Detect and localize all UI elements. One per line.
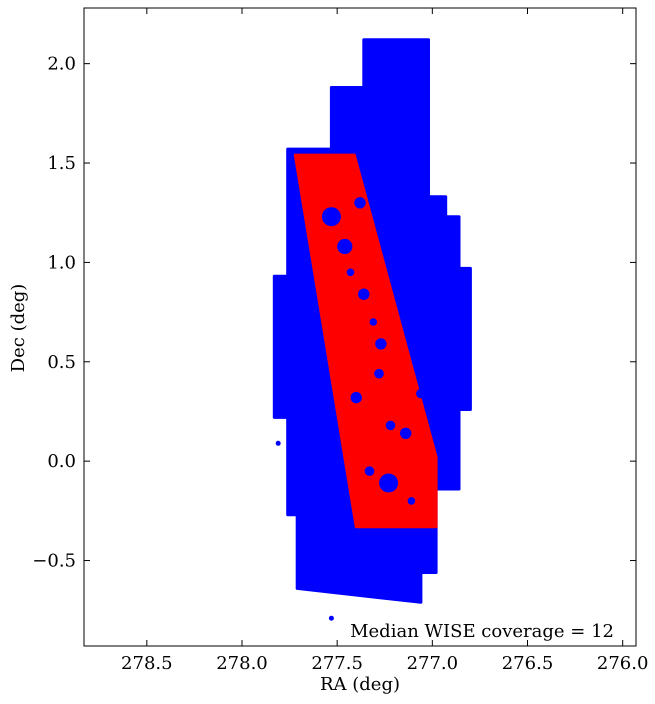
coverage-hole-10 xyxy=(416,388,426,399)
coverage-hole-2 xyxy=(354,197,366,209)
y-tick-label-4: 1.5 xyxy=(47,153,76,174)
y-tick-label-5: 2.0 xyxy=(47,54,76,75)
ticks-layer: 278.5 278.0 277.5 277.0 276.5 276.0 −0.5 0.0 0.5… xyxy=(32,8,648,674)
coverage-hole-6 xyxy=(374,368,384,379)
x-tick-label-2: 277.5 xyxy=(311,653,363,674)
coverage-hole-12 xyxy=(369,318,378,326)
x-tick-label-5: 276.0 xyxy=(597,653,649,674)
plot-frame xyxy=(83,7,637,647)
x-tick-label-3: 277.0 xyxy=(407,653,459,674)
coverage-hole-13 xyxy=(346,268,355,277)
y-tick-label-1: 0.0 xyxy=(47,451,76,472)
x-axis-label: RA (deg) xyxy=(320,674,400,695)
series-0-point-1 xyxy=(328,615,334,621)
coverage-annotation: Median WISE coverage = 12 xyxy=(350,621,614,642)
coverage-hole-5 xyxy=(350,391,362,404)
y-axis-label: Dec (deg) xyxy=(8,284,29,373)
series-0-point-0 xyxy=(275,440,281,446)
coverage-hole-3 xyxy=(358,288,370,300)
coverage-hole-0 xyxy=(321,207,341,227)
coverage-hole-4 xyxy=(375,338,387,350)
x-tick-label-0: 278.5 xyxy=(121,653,173,674)
coverage-hole-9 xyxy=(364,466,375,476)
y-tick-label-0: −0.5 xyxy=(32,551,76,572)
coverage-hole-8 xyxy=(400,427,412,439)
coverage-hole-11 xyxy=(385,420,396,431)
x-tick-label-4: 276.5 xyxy=(502,653,554,674)
coverage-hole-7 xyxy=(379,473,399,493)
data-layer xyxy=(272,38,472,621)
y-tick-label-3: 1.0 xyxy=(47,252,76,273)
x-tick-label-1: 278.0 xyxy=(216,653,268,674)
y-tick-label-2: 0.5 xyxy=(47,352,76,373)
coverage-hole-1 xyxy=(337,238,353,255)
coverage-hole-14 xyxy=(407,497,416,505)
